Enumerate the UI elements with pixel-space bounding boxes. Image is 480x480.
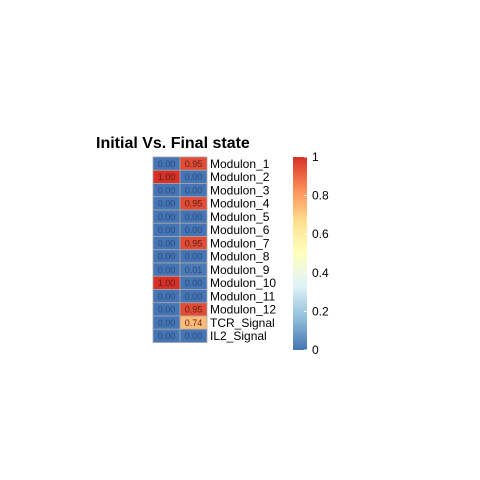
cell-value-label: 0.00 [158,305,176,315]
cell-value-label: 0.01 [185,265,203,275]
chart-title: Initial Vs. Final state [96,135,250,152]
heatmap-cells: 0.00 0.95 1.00 0.00 0.00 0.00 0.00 0.95 0.00 0.00… [152,156,208,343]
row-label: Modulon_1 [210,157,270,171]
row-labels: Modulon_1Modulon_2Modulon_3Modulon_4Modu… [210,157,276,343]
cell-value-label: 0.00 [158,159,176,169]
cell-value-label: 0.00 [158,291,176,301]
cell-value-label: 0.95 [185,305,203,315]
cell-value-label: 0.00 [185,225,203,235]
cell-value-label: 0.00 [158,238,176,248]
row-label: Modulon_7 [210,236,270,250]
cell-value-label: 0.00 [158,185,176,195]
cell-value-label: 0.00 [185,278,203,288]
cell-value-label: 0.74 [185,318,203,328]
cell-value-label: 0.00 [158,265,176,275]
row-label: Modulon_5 [210,210,270,224]
row-label: TCR_Signal [210,316,275,330]
heatmap-cell [179,328,208,343]
cell-value-label: 0.00 [158,199,176,209]
colorbar-ticks: 0 0.2 0.4 0.6 0.8 1 [304,150,329,357]
cell-value-label: 0.00 [185,252,203,262]
cell-value-label: 0.00 [185,331,203,341]
colorbar-tick-label: 0.6 [312,227,329,241]
row-label: Modulon_12 [210,303,276,317]
row-label: Modulon_2 [210,170,270,184]
row-label: Modulon_8 [210,250,270,264]
cell-value-label: 0.95 [185,199,203,209]
cell-value-label: 0.00 [158,318,176,328]
cell-value-label: 0.00 [185,212,203,222]
colorbar-tick-label: 0.2 [312,304,329,318]
row-label: Modulon_11 [210,289,275,303]
colorbar-tick-label: 1 [312,150,319,164]
cell-value-label: 0.00 [158,225,176,235]
cell-value-label: 1.00 [158,278,176,288]
colorbar [293,157,307,350]
cell-value-label: 0.00 [185,172,203,182]
cell-value-label: 0.00 [158,331,176,341]
cell-value-label: 0.95 [185,238,203,248]
cell-value-label: 0.00 [185,185,203,195]
row-label: IL2_Signal [210,329,267,343]
colorbar-tick-label: 0 [312,343,319,357]
row-label: Modulon_9 [210,263,270,277]
cell-value-label: 0.00 [158,252,176,262]
cell-value-label: 0.95 [185,159,203,169]
row-label: Modulon_10 [210,276,276,290]
cell-value-label: 1.00 [158,172,176,182]
row-label: Modulon_3 [210,183,270,197]
row-label: Modulon_6 [210,223,270,237]
cell-value-label: 0.00 [185,291,203,301]
cell-value-label: 0.00 [158,212,176,222]
row-label: Modulon_4 [210,197,270,211]
colorbar-tick-label: 0.8 [312,189,329,203]
colorbar-tick-label: 0.4 [312,266,329,280]
